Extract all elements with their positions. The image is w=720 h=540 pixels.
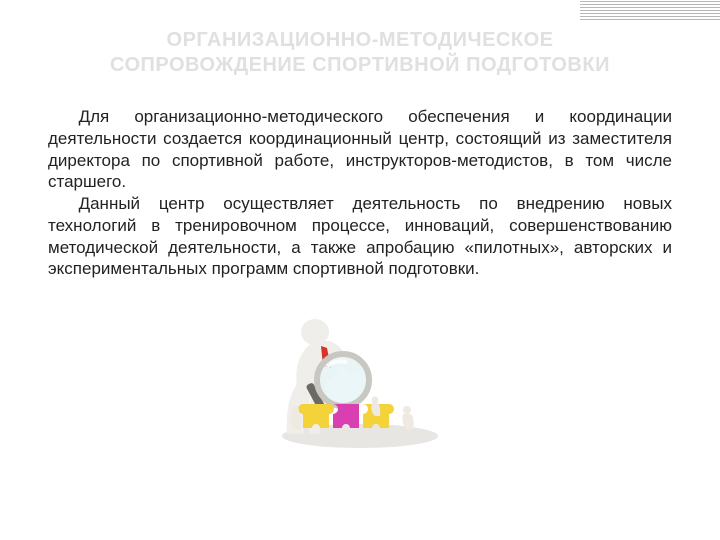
puzzle-magnifier-illustration — [265, 306, 455, 456]
illustration-container — [48, 306, 672, 456]
title-line-2: СОПРОВОЖДЕНИЕ СПОРТИВНОЙ ПОДГОТОВКИ — [48, 53, 672, 78]
body-text: Для организационно-методического обеспеч… — [48, 106, 672, 280]
paragraph-1: Для организационно-методического обеспеч… — [48, 106, 672, 193]
decorative-stripe — [580, 0, 720, 20]
slide-content: ОРГАНИЗАЦИОННО-МЕТОДИЧЕСКОЕ СОПРОВОЖДЕНИ… — [0, 0, 720, 456]
paragraph-2: Данный центр осуществляет деятельность п… — [48, 193, 672, 280]
page-title: ОРГАНИЗАЦИОННО-МЕТОДИЧЕСКОЕ СОПРОВОЖДЕНИ… — [48, 28, 672, 78]
title-line-1: ОРГАНИЗАЦИОННО-МЕТОДИЧЕСКОЕ — [48, 28, 672, 53]
small-figure-back — [371, 397, 380, 417]
